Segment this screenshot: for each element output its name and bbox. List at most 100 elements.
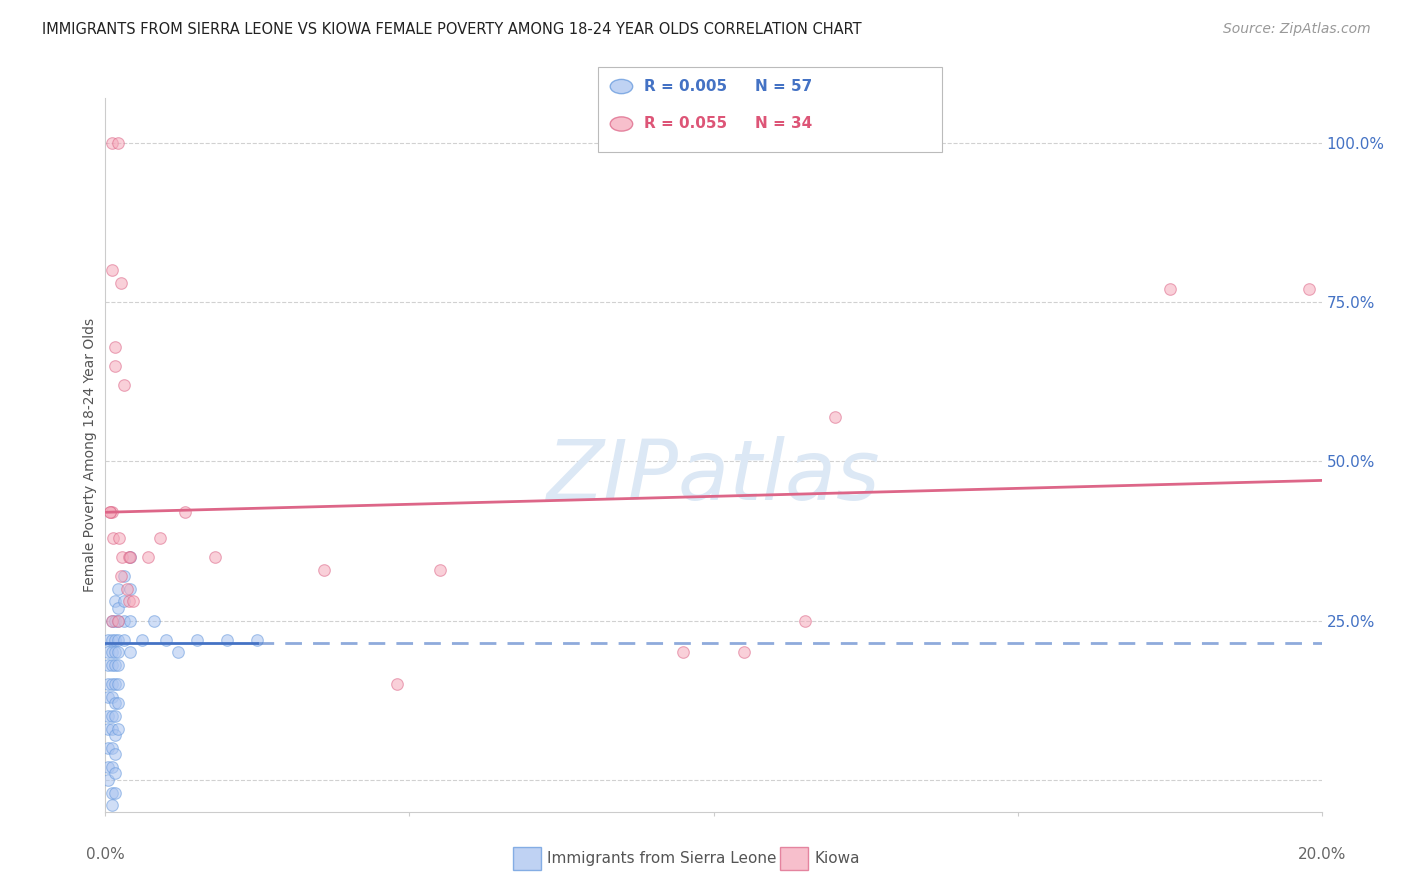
Point bbox=[97, 632, 120, 647]
Point bbox=[107, 677, 129, 691]
Text: N = 34: N = 34 bbox=[755, 117, 813, 131]
Point bbox=[107, 722, 129, 736]
Point bbox=[100, 760, 122, 774]
Text: N = 57: N = 57 bbox=[755, 79, 813, 94]
Point bbox=[107, 645, 129, 659]
Point bbox=[387, 677, 409, 691]
Point bbox=[97, 722, 120, 736]
Point bbox=[1159, 282, 1181, 296]
Point bbox=[112, 569, 135, 583]
Point bbox=[101, 531, 124, 545]
Point bbox=[103, 728, 125, 742]
Point bbox=[103, 766, 125, 780]
Point bbox=[143, 614, 166, 628]
Point bbox=[793, 614, 815, 628]
Y-axis label: Female Poverty Among 18-24 Year Olds: Female Poverty Among 18-24 Year Olds bbox=[83, 318, 97, 592]
Point bbox=[100, 798, 122, 813]
Text: 0.0%: 0.0% bbox=[86, 847, 125, 862]
Point bbox=[100, 741, 122, 756]
Point bbox=[100, 677, 122, 691]
Text: 20.0%: 20.0% bbox=[1298, 847, 1346, 862]
Point bbox=[112, 594, 135, 608]
Point bbox=[97, 772, 120, 787]
Point bbox=[314, 563, 336, 577]
Point bbox=[108, 531, 131, 545]
Point bbox=[118, 549, 141, 564]
Point bbox=[98, 505, 121, 519]
Point bbox=[117, 594, 139, 608]
Point bbox=[107, 600, 129, 615]
Point bbox=[136, 549, 159, 564]
Point bbox=[103, 786, 125, 800]
Point bbox=[149, 531, 172, 545]
Point bbox=[733, 645, 755, 659]
Point bbox=[186, 632, 208, 647]
Point bbox=[98, 505, 121, 519]
Point bbox=[118, 549, 141, 564]
Point bbox=[97, 645, 120, 659]
Point bbox=[429, 563, 451, 577]
Point bbox=[118, 645, 141, 659]
Point bbox=[100, 632, 122, 647]
Point bbox=[100, 136, 122, 150]
Point bbox=[117, 549, 139, 564]
Point bbox=[110, 569, 132, 583]
Point bbox=[246, 632, 269, 647]
Point bbox=[107, 614, 129, 628]
Point bbox=[103, 697, 125, 711]
Point bbox=[112, 377, 135, 392]
Point bbox=[97, 690, 120, 704]
Text: R = 0.005: R = 0.005 bbox=[644, 79, 727, 94]
Point bbox=[131, 632, 153, 647]
Point bbox=[107, 582, 129, 596]
Point bbox=[100, 722, 122, 736]
Text: IMMIGRANTS FROM SIERRA LEONE VS KIOWA FEMALE POVERTY AMONG 18-24 YEAR OLDS CORRE: IMMIGRANTS FROM SIERRA LEONE VS KIOWA FE… bbox=[42, 22, 862, 37]
Point bbox=[100, 263, 122, 277]
Point bbox=[1298, 282, 1320, 296]
Text: Kiowa: Kiowa bbox=[814, 851, 859, 865]
Point bbox=[103, 594, 125, 608]
Point bbox=[97, 741, 120, 756]
Point bbox=[121, 594, 143, 608]
Text: R = 0.055: R = 0.055 bbox=[644, 117, 727, 131]
Point bbox=[103, 677, 125, 691]
Point bbox=[100, 690, 122, 704]
Point bbox=[167, 645, 190, 659]
Point bbox=[112, 614, 135, 628]
Point bbox=[204, 549, 226, 564]
Point bbox=[107, 697, 129, 711]
Point bbox=[118, 614, 141, 628]
Point bbox=[115, 582, 138, 596]
Point bbox=[217, 632, 239, 647]
Point bbox=[103, 632, 125, 647]
Point bbox=[97, 709, 120, 723]
Point bbox=[100, 614, 122, 628]
Point bbox=[100, 658, 122, 673]
Point bbox=[103, 614, 125, 628]
Point bbox=[112, 632, 135, 647]
Point bbox=[155, 632, 177, 647]
Point bbox=[111, 549, 134, 564]
Point bbox=[100, 709, 122, 723]
Point bbox=[824, 409, 846, 424]
Text: Source: ZipAtlas.com: Source: ZipAtlas.com bbox=[1223, 22, 1371, 37]
Point bbox=[173, 505, 195, 519]
Point bbox=[100, 614, 122, 628]
Point bbox=[100, 645, 122, 659]
Point bbox=[107, 136, 129, 150]
Point bbox=[107, 632, 129, 647]
Point bbox=[100, 786, 122, 800]
Point bbox=[103, 747, 125, 762]
Point bbox=[118, 582, 141, 596]
Point bbox=[110, 276, 132, 290]
Point bbox=[107, 614, 129, 628]
Point bbox=[103, 645, 125, 659]
Text: ZIPatlas: ZIPatlas bbox=[547, 436, 880, 516]
Point bbox=[103, 359, 125, 373]
Point bbox=[107, 658, 129, 673]
Point bbox=[97, 760, 120, 774]
Point bbox=[97, 658, 120, 673]
Point bbox=[672, 645, 695, 659]
Point bbox=[97, 677, 120, 691]
Point bbox=[103, 340, 125, 354]
